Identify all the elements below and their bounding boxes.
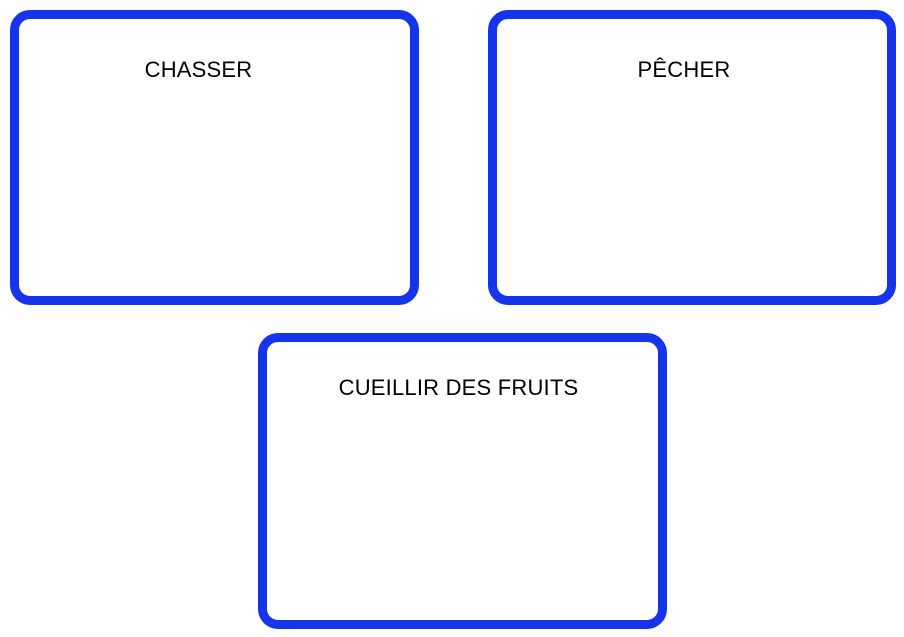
- card-title-pecher: PÊCHER: [637, 57, 731, 82]
- card-title-cueillir-des-fruits: CUEILLIR DES FRUITS: [338, 375, 579, 400]
- card-chasser: CHASSER: [10, 10, 419, 305]
- card-cueillir-des-fruits: CUEILLIR DES FRUITS: [258, 333, 667, 629]
- card-title-chasser: CHASSER: [144, 57, 253, 82]
- card-pecher: PÊCHER: [488, 10, 896, 305]
